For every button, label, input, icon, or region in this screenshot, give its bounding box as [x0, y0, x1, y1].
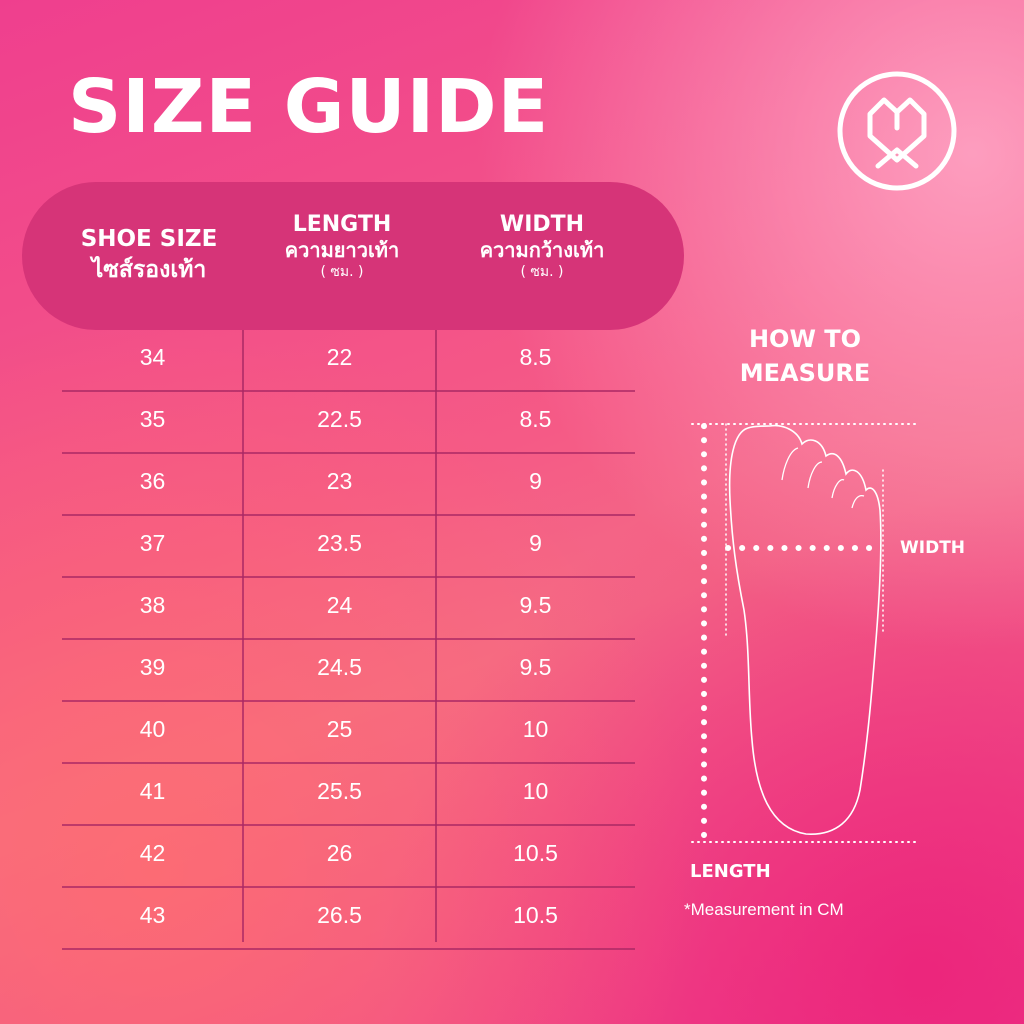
width-cell: 10	[522, 716, 549, 742]
header-shoe-size-en: SHOE SIZE	[80, 226, 218, 252]
header-length-en: LENGTH	[292, 212, 392, 237]
width-cell: 8.5	[519, 406, 552, 432]
width-cell: 10.5	[513, 840, 558, 866]
column-divider	[435, 330, 437, 942]
size-table-header: SHOE SIZE ไซส์รองเท้า LENGTH ความยาวเท้า…	[22, 182, 684, 330]
width-cell: 9.5	[519, 654, 552, 680]
table-row: 34 22 8.5	[62, 330, 635, 392]
header-shoe-size: SHOE SIZE ไซส์รองเท้า	[62, 182, 236, 374]
width-cell: 9	[529, 530, 542, 556]
header-width-unit: ( ซม. )	[520, 264, 564, 281]
size-table-body: 34 22 8.5 35 22.5 8.5 36 23 9 37 23.5 9 …	[62, 330, 635, 950]
length-cell: 26.5	[317, 902, 362, 928]
width-cell: 9	[529, 468, 542, 494]
length-cell: 25.5	[317, 778, 362, 804]
length-label: LENGTH	[690, 861, 771, 882]
header-length-th: ความยาวเท้า	[284, 238, 400, 263]
length-cell: 23.5	[317, 530, 362, 556]
table-row: 43 26.5 10.5	[62, 888, 635, 950]
header-width-th: ความกว้างเท้า	[479, 238, 605, 263]
table-row: 41 25.5 10	[62, 764, 635, 826]
size-cell: 40	[139, 716, 166, 742]
size-cell: 41	[139, 778, 166, 804]
header-width: WIDTH ความกว้างเท้า ( ซม. )	[442, 182, 642, 360]
header-width-en: WIDTH	[499, 212, 585, 237]
header-length-unit: ( ซม. )	[320, 264, 364, 281]
length-cell: 22	[326, 344, 353, 370]
length-cell: 26	[326, 840, 353, 866]
length-cell: 24	[326, 592, 353, 618]
width-cell: 10	[522, 778, 549, 804]
length-cell: 23	[326, 468, 353, 494]
size-cell: 42	[139, 840, 166, 866]
table-row: 39 24.5 9.5	[62, 640, 635, 702]
width-cell: 9.5	[519, 592, 552, 618]
header-length: LENGTH ความยาวเท้า ( ซม. )	[242, 182, 442, 360]
header-shoe-size-th: ไซส์รองเท้า	[91, 256, 207, 283]
table-row: 40 25 10	[62, 702, 635, 764]
table-row: 36 23 9	[62, 454, 635, 516]
table-row: 37 23.5 9	[62, 516, 635, 578]
measurement-note: *Measurement in CM	[684, 900, 844, 919]
size-cell: 37	[139, 530, 166, 556]
table-row: 38 24 9.5	[62, 578, 635, 640]
width-cell: 10.5	[513, 902, 558, 928]
size-cell: 43	[139, 902, 166, 928]
length-cell: 22.5	[317, 406, 362, 432]
how-to-measure-heading: HOW TO MEASURE	[739, 325, 871, 387]
foot-outline-icon	[691, 423, 921, 843]
table-row: 35 22.5 8.5	[62, 392, 635, 454]
width-label: WIDTH	[900, 538, 966, 558]
column-divider	[242, 330, 244, 942]
page-title: SIZE GUIDE	[68, 64, 550, 150]
length-cell: 24.5	[317, 654, 362, 680]
size-cell: 39	[139, 654, 166, 680]
size-cell: 34	[139, 344, 166, 370]
width-cell: 8.5	[519, 344, 552, 370]
size-cell: 38	[139, 592, 166, 618]
size-cell: 36	[139, 468, 166, 494]
length-cell: 25	[326, 716, 353, 742]
size-cell: 35	[139, 406, 166, 432]
table-row: 42 26 10.5	[62, 826, 635, 888]
heart-shield-logo-icon	[837, 71, 957, 191]
